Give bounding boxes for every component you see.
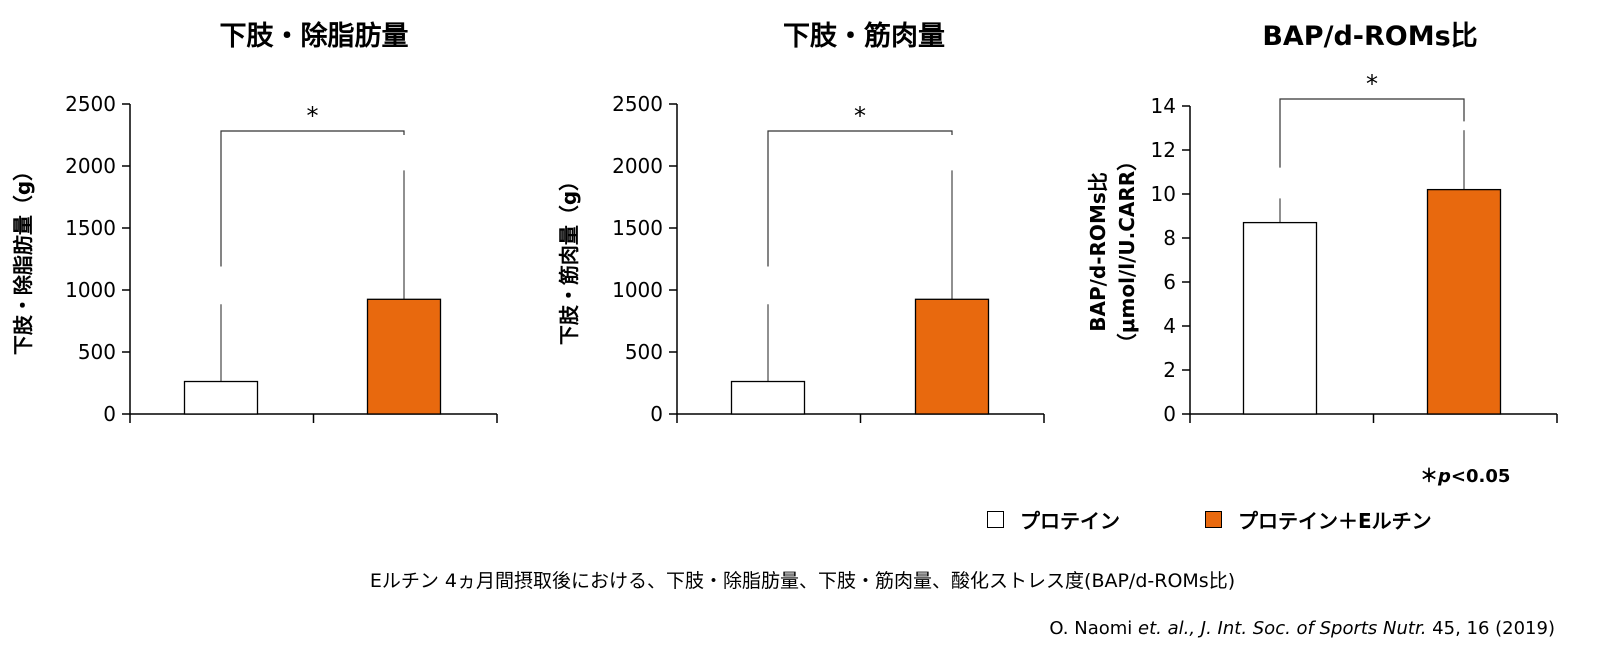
bar-protein-eruchin (366, 298, 442, 415)
legend-item-protein: プロテイン (987, 505, 1120, 534)
y-axis-label: BAP/d-ROMs比 (1086, 172, 1110, 332)
legend-item-protein-eruchin: プロテイン＋Eルチン (1205, 505, 1432, 534)
bar-protein (730, 380, 806, 415)
y-tick-label: 500 (625, 340, 663, 364)
legend-label: プロテイン＋Eルチン (1238, 509, 1432, 533)
significance-marker: * (1366, 70, 1378, 98)
y-tick-label: 6 (1163, 270, 1176, 294)
legend-label: プロテイン (1020, 509, 1120, 533)
significance-marker: * (854, 102, 866, 130)
y-tick-label: 2000 (612, 154, 663, 178)
bar-protein (1242, 221, 1318, 415)
significance-marker: * (307, 102, 319, 130)
y-tick-label: 12 (1151, 138, 1176, 162)
y-tick-label: 1500 (65, 216, 116, 240)
bar-protein (183, 380, 259, 415)
significance-bracket (767, 130, 953, 267)
y-tick-label: 14 (1151, 94, 1176, 118)
figure-caption: Eルチン 4ヵ月間摂取後における、下肢・除脂肪量、下肢・筋肉量、酸化ストレス度(… (369, 570, 1236, 592)
y-tick-label: 500 (78, 340, 116, 364)
y-tick-label: 8 (1163, 226, 1176, 250)
y-tick-label: 0 (1163, 402, 1176, 426)
y-tick-label: 2 (1163, 358, 1176, 382)
legend-swatch-white (987, 511, 1004, 528)
y-axis-unit-label: （μmol/l/U.CARR） (1115, 151, 1139, 353)
citation: O. Naomi et. al., J. Int. Soc. of Sports… (1049, 618, 1555, 639)
y-tick-label: 4 (1163, 314, 1176, 338)
y-tick-label: 2500 (612, 92, 663, 116)
y-tick-label: 1500 (612, 216, 663, 240)
bar-protein-eruchin (1426, 188, 1502, 415)
y-axis-label: 下肢・除脂肪量（g） (11, 161, 35, 355)
y-tick-label: 2000 (65, 154, 116, 178)
y-tick-label: 2500 (65, 92, 116, 116)
y-tick-label: 0 (650, 402, 663, 426)
bar-protein-eruchin (914, 298, 990, 415)
y-tick-label: 0 (103, 402, 116, 426)
y-tick-label: 10 (1151, 182, 1176, 206)
p-value-note: ＊p<0.05 (1420, 466, 1511, 487)
legend-swatch-orange (1205, 511, 1222, 528)
y-tick-label: 1000 (612, 278, 663, 302)
y-tick-label: 1000 (65, 278, 116, 302)
chart-title-lean-mass: 下肢・除脂肪量 (219, 21, 409, 52)
significance-bracket (220, 130, 405, 267)
y-axis-label: 下肢・筋肉量（g） (557, 171, 581, 345)
chart-title-bap-droms: BAP/d-ROMs比 (1262, 21, 1478, 52)
chart-title-muscle-mass: 下肢・筋肉量 (783, 21, 945, 52)
significance-bracket (1279, 98, 1465, 168)
